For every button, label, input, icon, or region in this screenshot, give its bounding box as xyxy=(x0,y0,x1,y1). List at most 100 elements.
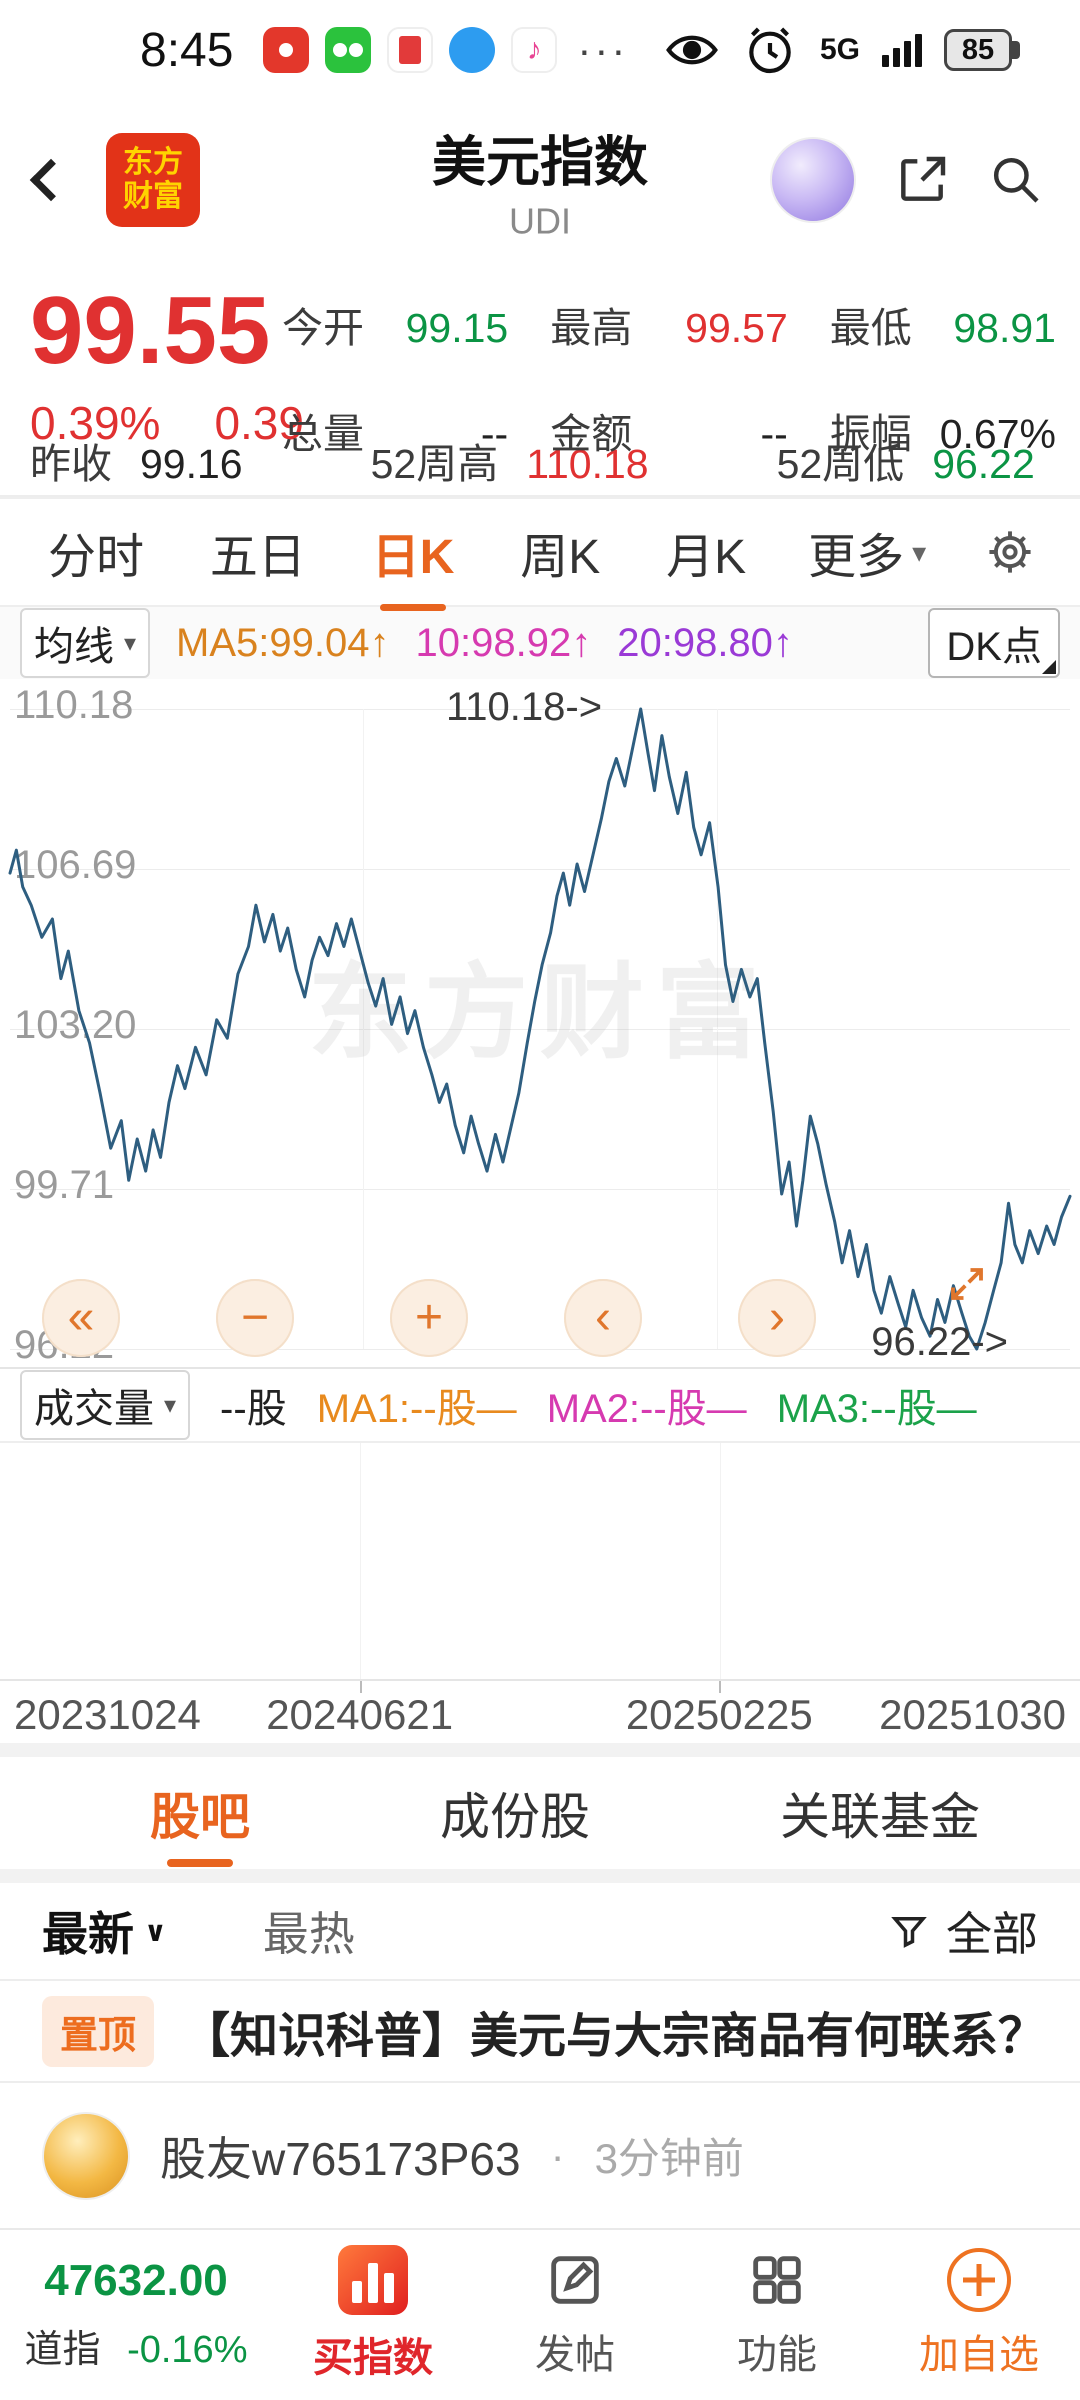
y-axis-label: 99.71 xyxy=(14,1162,115,1207)
prev-button[interactable]: ‹ xyxy=(564,1279,642,1357)
quote-stats-grid: 今开 99.15 最高 99.57 最低 98.91 总量 -- 金额 -- 振幅 0.67… xyxy=(282,294,1056,460)
kline-chart-pane[interactable]: 东方财富 110.18 106.69 103.20 99.71 96.22 11… xyxy=(0,679,1080,1369)
tab-related-funds[interactable]: 关联基金 xyxy=(780,1789,980,1845)
stat-label: 总量 xyxy=(282,411,364,457)
tab-monthly-k[interactable]: 月K xyxy=(666,531,747,584)
tab-weekly-k[interactable]: 周K xyxy=(520,531,601,584)
share-icon[interactable] xyxy=(894,152,950,208)
app-logo: 东方 财富 xyxy=(106,133,200,227)
chart-settings-gear-icon[interactable] xyxy=(984,526,1036,578)
ma10-value: 10:98.92↑ xyxy=(415,620,592,665)
stat-value: -- xyxy=(480,411,509,457)
tab-stock-forum[interactable]: 股吧 xyxy=(150,1757,250,1869)
dow-index-value: 47632.00 xyxy=(44,2255,228,2305)
next-button[interactable]: › xyxy=(738,1279,816,1357)
stat-value: -- xyxy=(760,411,788,457)
stat-label: 今开 xyxy=(282,305,364,351)
funnel-icon xyxy=(891,1917,927,1948)
dropdown-arrow-icon: ▾ xyxy=(124,629,137,657)
change-value: 0.39 xyxy=(214,396,304,449)
sort-hottest[interactable]: 最热 xyxy=(262,1908,355,1960)
battery-icon: 85 xyxy=(944,29,1020,71)
avatar[interactable] xyxy=(42,2111,130,2200)
x-axis-label: 20240621 xyxy=(266,1691,454,1738)
ma5-value: MA5:99.04↑ xyxy=(176,620,390,665)
nav-features-button[interactable]: 功能 xyxy=(676,2248,878,2380)
y-axis-label: 103.20 xyxy=(14,1002,137,1047)
nav-buy-index-button[interactable]: 买指数 xyxy=(272,2245,474,2383)
stat-label: 最高 xyxy=(550,305,633,351)
nav-post-button[interactable]: 发帖 xyxy=(474,2248,676,2380)
stat-label: 金额 xyxy=(550,411,633,457)
ma-selector-dropdown[interactable]: 均线 ▾ xyxy=(20,608,151,678)
filter-all-button[interactable]: 全部 xyxy=(888,1898,1038,1964)
stat-value: 98.91 xyxy=(953,305,1056,351)
chart-controls: « − + ‹ › xyxy=(42,1279,816,1357)
x-axis-label: 20231024 xyxy=(14,1691,201,1738)
kline-plot[interactable]: 东方财富 110.18 106.69 103.20 99.71 96.22 11… xyxy=(10,683,1070,1367)
y-axis-label: 106.69 xyxy=(14,842,137,887)
kline-svg xyxy=(10,709,1070,1349)
network-type-label: 5G xyxy=(819,33,860,66)
pinned-post[interactable]: 置顶 【知识科普】美元与大宗商品有何联系？ xyxy=(0,1981,1080,2081)
x-axis-label: 20250225 xyxy=(625,1691,813,1738)
volume-value: --股 xyxy=(220,1387,287,1431)
dow-index-change: -0.16% xyxy=(127,2328,248,2371)
volume-ma1: MA1:--股— xyxy=(316,1387,517,1431)
buy-index-chart-icon xyxy=(338,2245,408,2315)
stat-label: 最低 xyxy=(829,305,912,351)
page-title: 美元指数 xyxy=(432,132,648,193)
tab-minute[interactable]: 分时 xyxy=(48,531,145,584)
ma20-value: 20:98.80↑ xyxy=(617,620,793,665)
back-button[interactable] xyxy=(29,135,106,225)
plus-circle-icon xyxy=(947,2248,1011,2312)
status-bar: 8:45 ♪ ··· 5G 85 xyxy=(0,0,1080,100)
low-annotation: 96.22-> xyxy=(871,1320,1008,1364)
search-icon[interactable] xyxy=(988,152,1044,208)
music-app-icon: ♪ xyxy=(511,27,558,73)
more-apps-icon: ··· xyxy=(577,26,629,73)
post-author-row[interactable]: 股友w765173P63 · 3分钟前 xyxy=(0,2083,1080,2228)
page-subtitle: UDI xyxy=(509,200,571,242)
zoom-out-button[interactable]: − xyxy=(216,1279,294,1357)
fullscreen-expand-icon[interactable] xyxy=(946,1263,988,1305)
last-price: 99.55 xyxy=(30,277,271,384)
assistant-avatar-button[interactable] xyxy=(770,137,856,223)
eye-comfort-icon xyxy=(666,35,718,65)
stat-value: 110.18 xyxy=(526,441,649,487)
post-author-name[interactable]: 股友w765173P63 xyxy=(160,2132,521,2185)
stat-label: 52周高 xyxy=(370,441,499,487)
volume-chart-pane[interactable] xyxy=(0,1441,1080,1681)
rewind-button[interactable]: « xyxy=(42,1279,120,1357)
tab-constituents[interactable]: 成份股 xyxy=(440,1789,590,1845)
x-axis-label: 20251030 xyxy=(879,1691,1066,1738)
pinned-post-title: 【知识科普】美元与大宗商品有何联系？ xyxy=(182,2010,1038,2063)
section-tab-bar: 股吧 成份股 关联基金 xyxy=(0,1757,1080,1869)
y-axis-label: 110.18 xyxy=(14,682,134,727)
feed-sort-row: 最新 ∨ 最热 全部 xyxy=(0,1883,1080,1979)
dk-point-button[interactable]: DK点 xyxy=(928,608,1060,678)
stat-label: 52周低 xyxy=(776,441,905,487)
nav-add-watchlist-button[interactable]: 加自选 xyxy=(878,2248,1080,2380)
volume-ma2: MA2:--股— xyxy=(546,1387,747,1431)
dow-index-name: 道指 xyxy=(24,2328,101,2371)
tab-daily-k[interactable]: 日K xyxy=(368,499,459,605)
x-axis: 20231024 20240621 20250225 20251030 xyxy=(0,1681,1080,1743)
compose-post-icon xyxy=(551,2256,599,2304)
tab-more[interactable]: 更多 ▾ xyxy=(808,531,927,584)
chevron-down-icon: ▾ xyxy=(912,536,927,568)
battery-percent: 85 xyxy=(944,29,1012,71)
stat-label: 振幅 xyxy=(829,411,912,457)
signal-bars-icon xyxy=(882,33,922,67)
post-timestamp: 3分钟前 xyxy=(594,2135,744,2182)
sort-newest[interactable]: 最新 ∨ xyxy=(42,1908,167,1960)
clock-time: 8:45 xyxy=(140,23,234,77)
volume-selector-dropdown[interactable]: 成交量 ▾ xyxy=(20,1370,191,1440)
nav-index-quote[interactable]: 47632.00 道指 -0.16% xyxy=(0,2256,272,2373)
bottom-nav-bar: 47632.00 道指 -0.16% 买指数 发帖 功能 加自选 xyxy=(0,2228,1080,2398)
tab-5day[interactable]: 五日 xyxy=(209,531,306,584)
volume-ma3: MA3:--股— xyxy=(776,1387,977,1431)
zoom-in-button[interactable]: + xyxy=(390,1279,468,1357)
red-app-icon xyxy=(263,27,310,73)
peak-annotation: 110.18-> xyxy=(446,685,603,729)
